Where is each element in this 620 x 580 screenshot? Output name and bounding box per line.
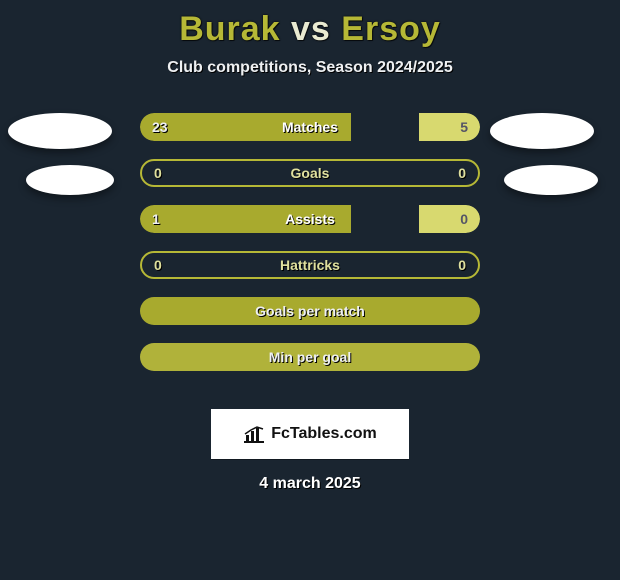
avatar-disc [504, 165, 598, 195]
title-left: Burak [179, 10, 280, 48]
stat-right-value: 0 [458, 257, 466, 273]
stat-label: Goals [291, 165, 330, 181]
chart-stage: 235Matches0Goals010Assists0Hattricks0Goa… [0, 113, 620, 413]
stat-row: 0 Hattricks 0 [140, 251, 480, 279]
avatar-disc [490, 113, 594, 149]
stat-right-value: 5 [419, 113, 480, 141]
stat-right-value: 0 [458, 165, 466, 181]
avatar-disc [8, 113, 112, 149]
logo-text: FcTables.com [271, 425, 377, 443]
stat-row: Min per goal [140, 343, 480, 371]
title-vs: vs [291, 10, 331, 48]
fctables-logo: FcTables.com [211, 409, 409, 459]
bar-chart-icon [243, 425, 265, 443]
title-right: Ersoy [341, 10, 441, 48]
stat-row: 235Matches [140, 113, 480, 141]
stat-label: Hattricks [280, 257, 340, 273]
stat-label: Goals per match [255, 303, 365, 319]
stat-bars: 235Matches0Goals010Assists0Hattricks0Goa… [140, 113, 480, 389]
date-text: 4 march 2025 [0, 475, 620, 493]
stat-row: 10Assists [140, 205, 480, 233]
subtitle: Club competitions, Season 2024/2025 [0, 59, 620, 77]
stat-left-value: 1 [140, 205, 351, 233]
stat-left-value: 0 [154, 165, 162, 181]
page-title: Burak vs Ersoy [0, 0, 620, 49]
avatar-disc [26, 165, 114, 195]
stat-left-value: 23 [140, 113, 351, 141]
stat-left-value: 0 [154, 257, 162, 273]
stat-right-value: 0 [419, 205, 480, 233]
stat-label: Min per goal [269, 349, 351, 365]
stat-row: Goals per match [140, 297, 480, 325]
stat-row: 0 Goals 0 [140, 159, 480, 187]
